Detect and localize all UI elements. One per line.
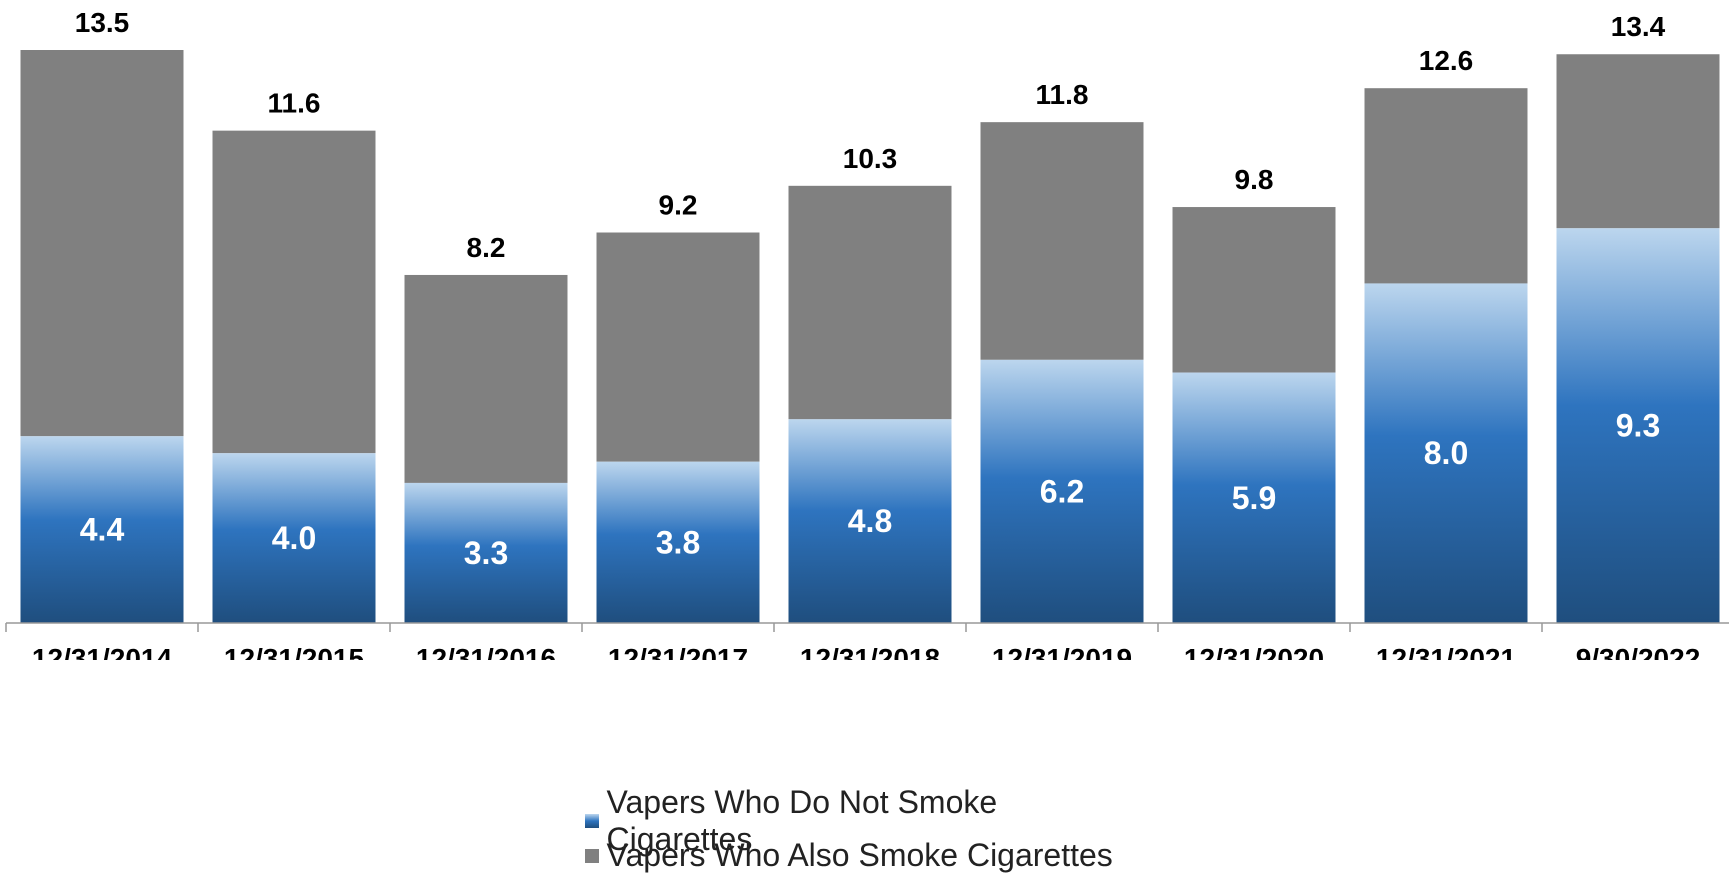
segment-data-label: 9.3 (1616, 408, 1660, 444)
x-tick-label: 12/31/2016 (416, 643, 556, 660)
legend-row-2: Vapers Who Also Smoke Cigarettes (0, 837, 1729, 874)
x-tick-label: 9/30/2022 (1576, 643, 1701, 660)
bar-segment-non-smokers (1556, 228, 1720, 623)
legend-label-non-smokers: Vapers Who Do Not Smoke Cigarettes (606, 784, 998, 857)
bar-segment-dual-users (1172, 207, 1336, 373)
total-data-label: 12.6 (1419, 45, 1474, 76)
bar-segment-non-smokers (1172, 372, 1336, 623)
legend-swatch-blue-icon (584, 814, 599, 828)
bar-segment-dual-users (980, 122, 1144, 360)
bar-segment-dual-users (1556, 54, 1720, 229)
x-axis-ticks (5, 623, 1543, 632)
total-data-label: 13.5 (75, 7, 130, 38)
x-tick-label: 12/31/2021 (1376, 643, 1516, 660)
total-data-label: 8.2 (467, 232, 506, 263)
bar-segment-dual-users (1364, 88, 1528, 284)
total-data-label: 13.4 (1611, 11, 1666, 42)
bar-segment-non-smokers (596, 461, 760, 623)
total-data-label: 11.6 (268, 88, 321, 119)
bar-segment-dual-users (596, 232, 760, 462)
legend-item-non-smokers: Vapers Who Do Not Smoke Cigarettes (584, 784, 1145, 858)
legend-label-dual-users: Vapers Who Also Smoke Cigarettes (606, 837, 1113, 873)
bar-segment-non-smokers (980, 359, 1144, 623)
bar-segment-dual-users (404, 274, 568, 483)
x-tick-label: 12/31/2017 (608, 643, 748, 660)
total-data-label: 9.2 (659, 190, 698, 221)
x-tick-label: 12/31/2020 (1184, 643, 1324, 660)
x-tick-label: 12/31/2019 (992, 643, 1132, 660)
legend-item-dual-users: Vapers Who Also Smoke Cigarettes (584, 837, 1145, 874)
segment-data-label: 4.4 (80, 512, 125, 548)
segment-data-label: 4.0 (272, 520, 316, 556)
bar-segment-non-smokers (212, 453, 376, 623)
bar-segment-dual-users (212, 130, 376, 454)
bar-segment-non-smokers (20, 436, 184, 623)
bar-segment-non-smokers (1364, 283, 1528, 623)
bar-segment-non-smokers (404, 482, 568, 623)
x-tick-label: 12/31/2015 (224, 643, 364, 660)
segment-data-label: 5.9 (1232, 480, 1276, 516)
total-data-label: 11.8 (1036, 79, 1089, 110)
segment-data-label: 4.8 (848, 503, 892, 539)
segment-data-label: 8.0 (1424, 435, 1468, 471)
legend: Vapers Who Do Not Smoke Cigarettes (0, 784, 1729, 858)
bar-segment-non-smokers (788, 419, 952, 623)
bar-segment-dual-users (788, 185, 952, 420)
segment-data-label: 3.8 (656, 524, 700, 560)
labels-layer: 13.5 4.4 12/31/2014 11.6 4.0 12/31/2015 8.2 3.3… (32, 7, 1700, 660)
stacked-bar-chart: 13.5 4.4 12/31/2014 11.6 4.0 12/31/2015 8.2 3.3… (5, 7, 1729, 660)
bars-layer (20, 50, 1720, 623)
segment-data-label: 3.3 (464, 535, 508, 571)
segment-data-label: 6.2 (1040, 473, 1084, 509)
total-data-label: 10.3 (843, 143, 898, 174)
legend-swatch-gray-icon (584, 848, 599, 863)
total-data-label: 9.8 (1235, 164, 1274, 195)
x-tick-label: 12/31/2018 (800, 643, 940, 660)
x-tick-label: 12/31/2014 (32, 643, 173, 660)
bar-segment-dual-users (20, 50, 184, 437)
